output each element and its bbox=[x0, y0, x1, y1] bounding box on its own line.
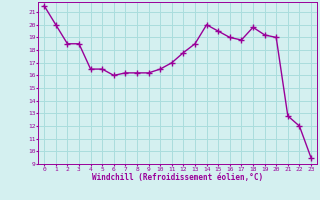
X-axis label: Windchill (Refroidissement éolien,°C): Windchill (Refroidissement éolien,°C) bbox=[92, 173, 263, 182]
